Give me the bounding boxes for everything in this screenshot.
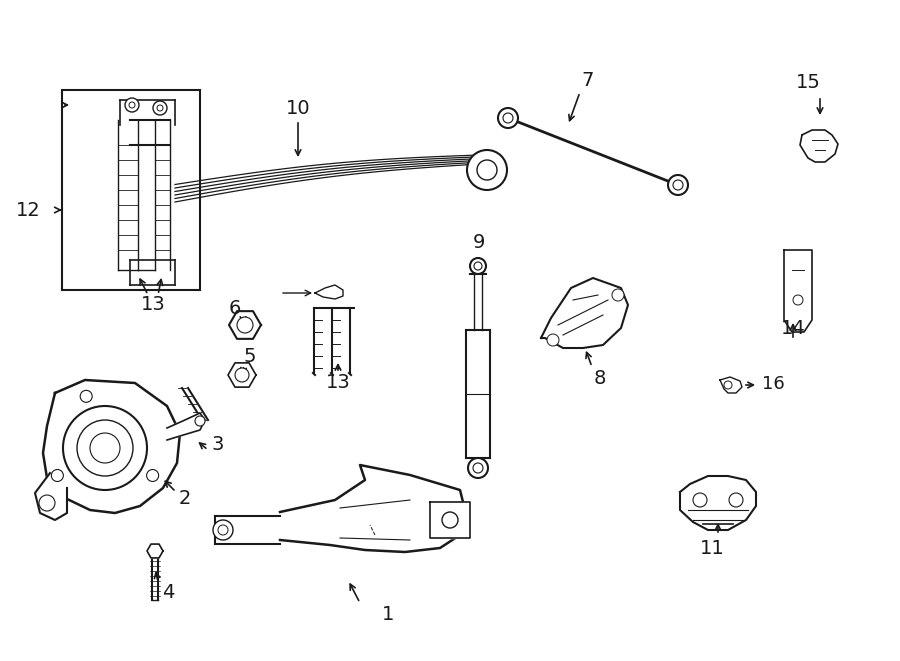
Circle shape: [612, 289, 624, 301]
Text: 5: 5: [244, 348, 256, 366]
Circle shape: [467, 150, 507, 190]
Circle shape: [153, 101, 167, 115]
Circle shape: [729, 493, 743, 507]
Text: 3: 3: [212, 436, 224, 455]
Circle shape: [724, 381, 732, 389]
Polygon shape: [43, 380, 180, 513]
Circle shape: [195, 416, 205, 426]
Circle shape: [673, 180, 683, 190]
Text: 13: 13: [326, 373, 350, 393]
Polygon shape: [800, 130, 838, 162]
Text: 6: 6: [229, 299, 241, 317]
Polygon shape: [430, 502, 470, 538]
Polygon shape: [280, 465, 465, 552]
Polygon shape: [784, 250, 812, 332]
Circle shape: [80, 390, 92, 403]
Circle shape: [793, 295, 803, 305]
Polygon shape: [720, 377, 742, 393]
Text: 12: 12: [15, 200, 40, 219]
Text: 14: 14: [780, 319, 806, 338]
Text: 16: 16: [762, 375, 785, 393]
Polygon shape: [315, 285, 343, 299]
Circle shape: [237, 317, 253, 333]
Circle shape: [498, 108, 518, 128]
Circle shape: [477, 160, 497, 180]
Polygon shape: [147, 544, 163, 558]
Bar: [62, 90, 200, 290]
Circle shape: [442, 512, 458, 528]
Text: 9: 9: [472, 233, 485, 251]
Circle shape: [51, 469, 63, 481]
Text: 7: 7: [581, 71, 594, 89]
Text: 15: 15: [796, 73, 821, 93]
Text: 10: 10: [285, 98, 310, 118]
Text: 2: 2: [179, 488, 191, 508]
Circle shape: [157, 105, 163, 111]
Circle shape: [218, 525, 228, 535]
Polygon shape: [541, 278, 628, 348]
Circle shape: [129, 102, 135, 108]
Circle shape: [547, 334, 559, 346]
Circle shape: [213, 520, 233, 540]
Polygon shape: [229, 311, 261, 339]
Text: 1: 1: [382, 605, 394, 625]
Circle shape: [693, 493, 707, 507]
Circle shape: [468, 458, 488, 478]
Circle shape: [503, 113, 513, 123]
Polygon shape: [680, 476, 756, 530]
Circle shape: [235, 368, 249, 382]
Circle shape: [77, 420, 133, 476]
Text: 11: 11: [699, 539, 725, 557]
Text: 13: 13: [140, 295, 166, 315]
Text: 4: 4: [162, 582, 175, 602]
Circle shape: [470, 258, 486, 274]
Circle shape: [147, 469, 158, 481]
Circle shape: [668, 175, 688, 195]
Circle shape: [473, 463, 483, 473]
Circle shape: [125, 98, 139, 112]
Polygon shape: [35, 473, 67, 520]
Circle shape: [474, 262, 482, 270]
Polygon shape: [167, 413, 205, 440]
Polygon shape: [228, 363, 256, 387]
Text: 8: 8: [594, 368, 607, 387]
Circle shape: [39, 495, 55, 511]
Circle shape: [90, 433, 120, 463]
Circle shape: [63, 406, 147, 490]
